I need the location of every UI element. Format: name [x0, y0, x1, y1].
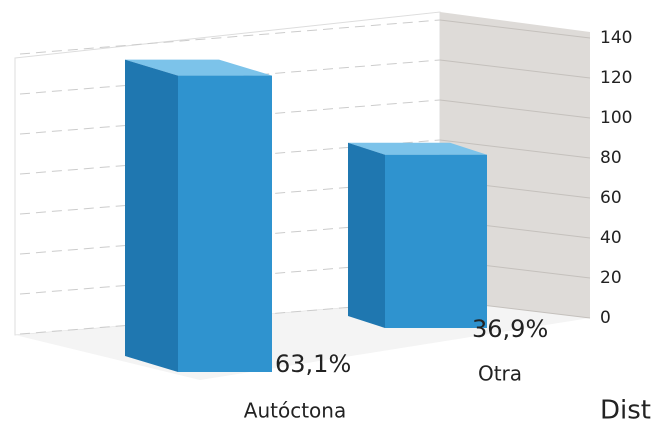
y-tick-label: 140	[600, 28, 632, 48]
bar-top	[348, 142, 487, 155]
y-tick-label: 80	[600, 148, 622, 168]
x-tick-label: Autóctona	[244, 399, 346, 423]
bar-top	[125, 59, 272, 76]
y-tick-label: 100	[600, 108, 632, 128]
bar-side	[348, 142, 385, 328]
grid-line	[439, 99, 591, 119]
bar	[385, 154, 487, 328]
grid-line	[439, 59, 591, 79]
y-tick-label: 120	[600, 68, 632, 88]
grid-line	[439, 19, 591, 39]
grid-line	[19, 19, 441, 55]
y-tick-label: 20	[600, 268, 622, 288]
share-label: 63,1%	[275, 350, 351, 378]
y-tick-label: 40	[600, 228, 622, 248]
x-tick-label: Otra	[478, 362, 522, 386]
bar	[178, 75, 272, 372]
bar-side	[125, 59, 178, 372]
share-label: 36,9%	[472, 315, 548, 343]
axis-title: Dist	[600, 396, 651, 426]
grid-line	[439, 139, 591, 159]
y-tick-label: 60	[600, 188, 622, 208]
y-tick-label: 0	[600, 308, 611, 328]
